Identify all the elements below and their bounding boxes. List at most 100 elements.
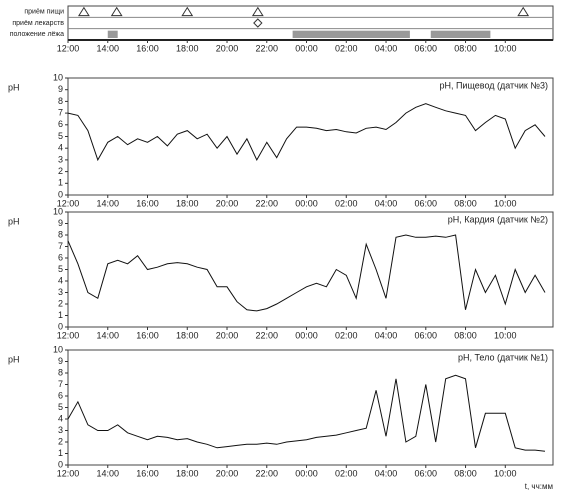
x-tick-label: 02:00 bbox=[335, 468, 358, 478]
x-tick-label: 10:00 bbox=[494, 468, 517, 478]
lying-period bbox=[292, 30, 410, 38]
y-tick-label: 4 bbox=[58, 143, 63, 153]
y-tick-label: 5 bbox=[58, 131, 63, 141]
x-tick-label: 08:00 bbox=[454, 198, 477, 208]
y-tick-label: 2 bbox=[58, 436, 63, 446]
x-tick-label: 20:00 bbox=[216, 468, 239, 478]
x-tick-label: 04:00 bbox=[375, 43, 398, 53]
x-tick-label: 10:00 bbox=[494, 330, 517, 340]
y-tick-label: 7 bbox=[58, 107, 63, 117]
x-tick-label: 18:00 bbox=[176, 330, 199, 340]
plot-frame bbox=[67, 77, 554, 196]
y-tick-label: 9 bbox=[58, 84, 63, 94]
ph-line bbox=[67, 103, 546, 162]
x-tick-label: 06:00 bbox=[415, 198, 438, 208]
row-label: приём лекарств bbox=[12, 20, 64, 27]
y-tick-label: 2 bbox=[58, 298, 63, 308]
x-tick-label: 00:00 bbox=[295, 330, 318, 340]
y-tick-label: 10 bbox=[53, 72, 63, 82]
medication-marker bbox=[253, 18, 263, 28]
x-tick-label: 18:00 bbox=[176, 468, 199, 478]
x-tick-label: 16:00 bbox=[136, 468, 159, 478]
y-tick-label: 3 bbox=[58, 154, 63, 164]
x-tick-label: 02:00 bbox=[335, 198, 358, 208]
x-tick-label: 08:00 bbox=[454, 43, 477, 53]
panel-title: pH, Тело (датчик №1) bbox=[458, 352, 548, 362]
y-axis-label: pH bbox=[8, 216, 20, 226]
x-tick-label: 06:00 bbox=[415, 43, 438, 53]
y-tick-label: 4 bbox=[58, 275, 63, 285]
food-marker bbox=[77, 6, 90, 17]
x-tick-label: 20:00 bbox=[216, 330, 239, 340]
row-label: положение лёжа bbox=[10, 31, 64, 38]
x-tick-label: 16:00 bbox=[136, 330, 159, 340]
x-tick-label: 12:00 bbox=[57, 468, 80, 478]
x-tick-label: 18:00 bbox=[176, 198, 199, 208]
y-tick-label: 7 bbox=[58, 241, 63, 251]
x-tick-label: 22:00 bbox=[256, 330, 279, 340]
y-tick-label: 6 bbox=[58, 119, 63, 129]
plot-frame bbox=[67, 349, 554, 466]
y-tick-label: 9 bbox=[58, 356, 63, 366]
y-tick-label: 4 bbox=[58, 413, 63, 423]
x-tick-label: 08:00 bbox=[454, 468, 477, 478]
panel-title: pH, Кардия (датчик №2) bbox=[448, 214, 548, 224]
lying-period bbox=[107, 30, 118, 38]
x-tick-label: 22:00 bbox=[256, 43, 279, 53]
y-tick-label: 8 bbox=[58, 96, 63, 106]
y-tick-label: 10 bbox=[53, 206, 63, 216]
food-marker bbox=[517, 6, 530, 17]
y-tick-label: 1 bbox=[58, 310, 63, 320]
y-tick-label: 8 bbox=[58, 229, 63, 239]
x-tick-label: 18:00 bbox=[176, 43, 199, 53]
row-label: приём пищи bbox=[24, 9, 64, 16]
x-tick-label: 08:00 bbox=[454, 330, 477, 340]
lying-period bbox=[430, 30, 491, 38]
x-axis-label: t, чч:мм bbox=[525, 482, 553, 491]
y-tick-label: 0 bbox=[58, 459, 63, 469]
y-tick-label: 9 bbox=[58, 218, 63, 228]
x-tick-label: 16:00 bbox=[136, 43, 159, 53]
x-tick-label: 10:00 bbox=[494, 198, 517, 208]
y-tick-label: 5 bbox=[58, 402, 63, 412]
y-axis-label: pH bbox=[8, 354, 20, 364]
food-marker bbox=[181, 6, 194, 17]
x-tick-label: 00:00 bbox=[295, 43, 318, 53]
ph-line bbox=[67, 234, 546, 312]
x-tick-label: 14:00 bbox=[96, 330, 119, 340]
food-marker bbox=[110, 6, 123, 17]
x-tick-label: 22:00 bbox=[256, 198, 279, 208]
y-tick-label: 6 bbox=[58, 390, 63, 400]
x-tick-label: 02:00 bbox=[335, 330, 358, 340]
x-tick-label: 00:00 bbox=[295, 468, 318, 478]
x-tick-label: 16:00 bbox=[136, 198, 159, 208]
y-tick-label: 1 bbox=[58, 178, 63, 188]
x-tick-label: 12:00 bbox=[57, 43, 80, 53]
y-tick-label: 10 bbox=[53, 344, 63, 354]
x-tick-label: 20:00 bbox=[216, 43, 239, 53]
x-tick-label: 06:00 bbox=[415, 330, 438, 340]
ph-line bbox=[67, 374, 546, 452]
x-tick-label: 10:00 bbox=[494, 43, 517, 53]
x-tick-label: 12:00 bbox=[57, 198, 80, 208]
y-tick-label: 3 bbox=[58, 425, 63, 435]
y-tick-label: 3 bbox=[58, 287, 63, 297]
x-tick-label: 14:00 bbox=[96, 198, 119, 208]
y-tick-label: 7 bbox=[58, 379, 63, 389]
x-tick-label: 04:00 bbox=[375, 330, 398, 340]
x-tick-label: 06:00 bbox=[415, 468, 438, 478]
panel-title: pH, Пищевод (датчик №3) bbox=[439, 80, 548, 90]
y-tick-label: 8 bbox=[58, 367, 63, 377]
y-tick-label: 0 bbox=[58, 189, 63, 199]
x-tick-label: 04:00 bbox=[375, 198, 398, 208]
y-tick-label: 0 bbox=[58, 321, 63, 331]
x-tick-label: 14:00 bbox=[96, 43, 119, 53]
y-tick-label: 1 bbox=[58, 448, 63, 458]
y-tick-label: 6 bbox=[58, 252, 63, 262]
y-axis-label: pH bbox=[8, 82, 20, 92]
x-tick-label: 04:00 bbox=[375, 468, 398, 478]
x-tick-label: 14:00 bbox=[96, 468, 119, 478]
y-tick-label: 5 bbox=[58, 264, 63, 274]
x-tick-label: 20:00 bbox=[216, 198, 239, 208]
